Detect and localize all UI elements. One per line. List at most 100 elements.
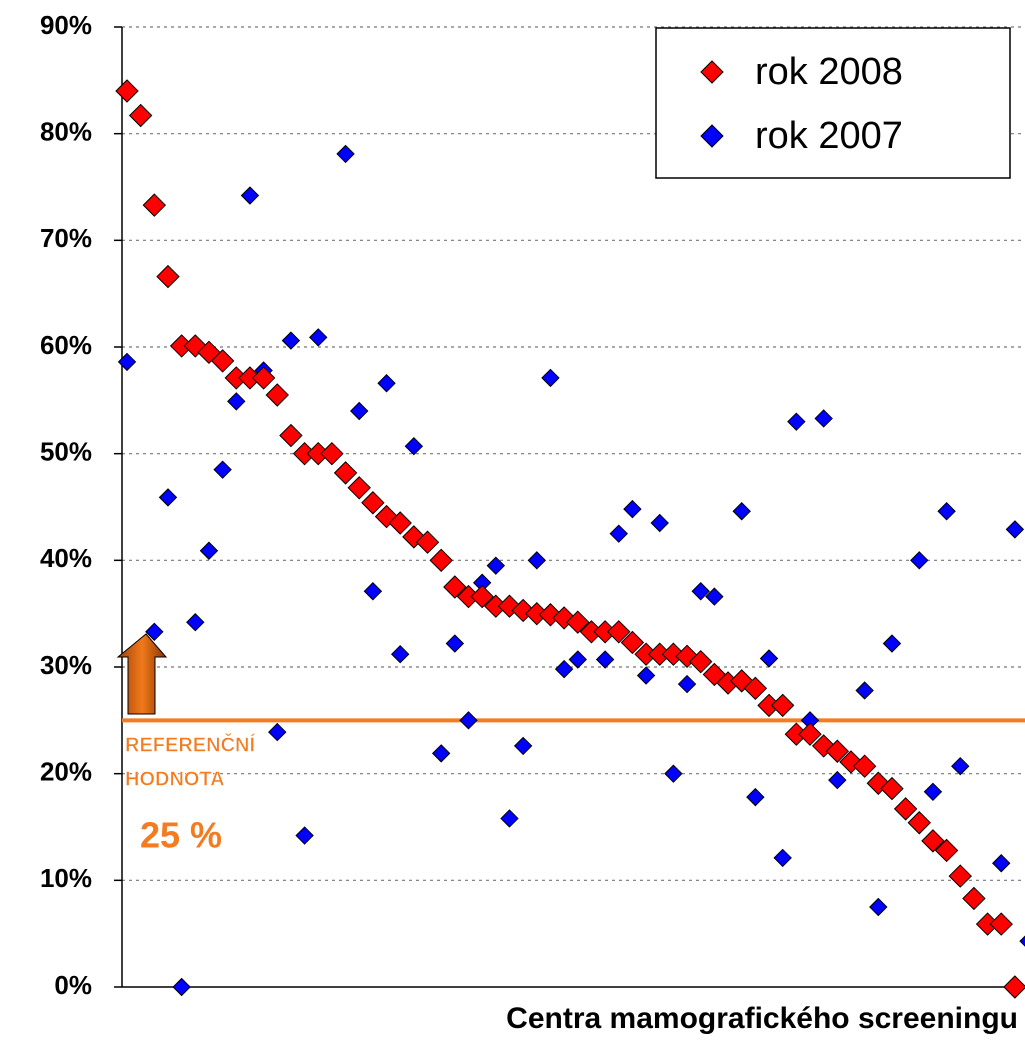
y-tick-label: 0% (54, 970, 92, 1000)
point (486, 556, 506, 575)
point (910, 551, 929, 570)
point (689, 649, 713, 674)
point (511, 598, 535, 623)
legend: rok 2008 rok 2007 (700, 51, 903, 157)
point (210, 349, 235, 373)
point (705, 587, 724, 606)
point (350, 401, 369, 421)
point (1019, 935, 1025, 947)
point (333, 461, 358, 485)
point (664, 764, 683, 783)
legend-label: rok 2008 (755, 51, 903, 93)
point (172, 977, 191, 997)
point (732, 502, 751, 521)
y-tick-label: 60% (40, 330, 92, 360)
marks (115, 79, 1025, 999)
point (620, 630, 645, 655)
reference-arrow (116, 633, 168, 715)
point (227, 392, 246, 411)
legend-box (655, 27, 1011, 179)
point (513, 736, 533, 756)
point (459, 711, 478, 730)
point (142, 193, 167, 217)
point (636, 666, 656, 685)
point (882, 634, 902, 653)
point (541, 368, 560, 388)
point (388, 511, 412, 535)
point (759, 649, 779, 668)
point (773, 848, 792, 868)
point (117, 352, 137, 372)
point (825, 739, 850, 763)
point (568, 650, 587, 669)
reference: REFERENČNÍ HODNOTA 25 % (122, 718, 1025, 856)
point (934, 838, 959, 863)
point (650, 513, 669, 533)
point (145, 622, 164, 642)
point (691, 582, 710, 601)
point (158, 488, 178, 507)
legend-marker (700, 60, 724, 84)
point (445, 634, 465, 653)
y-tick-label: 40% (40, 543, 92, 573)
point (852, 754, 877, 778)
point (240, 186, 260, 205)
point (951, 756, 970, 776)
point (609, 524, 628, 543)
point (923, 782, 943, 802)
y-tick-label: 20% (40, 757, 92, 787)
point (702, 662, 727, 687)
point (595, 650, 615, 669)
legend-label: rok 2007 (755, 115, 903, 157)
point (866, 771, 891, 795)
point (268, 722, 287, 742)
point (377, 374, 396, 393)
point (295, 826, 314, 845)
point (186, 612, 205, 632)
point (907, 811, 931, 835)
y-tick-label: 50% (40, 437, 92, 467)
point (156, 264, 180, 289)
y-tick-label: 90% (40, 10, 92, 40)
point (415, 530, 440, 554)
point (921, 829, 945, 853)
point (880, 776, 904, 801)
point (992, 854, 1011, 873)
point (1003, 975, 1025, 999)
point (893, 797, 918, 821)
point (746, 787, 765, 807)
y-tick-label: 10% (40, 863, 92, 893)
point (937, 502, 956, 521)
point (1005, 520, 1025, 539)
point (869, 897, 888, 917)
point (363, 582, 383, 601)
y-tick-label: 70% (40, 223, 92, 253)
point (607, 620, 631, 644)
point (798, 722, 822, 746)
point (500, 809, 519, 828)
point (855, 681, 874, 700)
reference-value: 25 % (140, 815, 222, 856)
reference-label: HODNOTA (125, 768, 225, 790)
point (677, 674, 697, 694)
point (361, 491, 385, 515)
point (554, 659, 574, 679)
point (527, 551, 547, 570)
point (128, 103, 153, 128)
point (429, 548, 453, 573)
point (404, 436, 424, 456)
reference-label: REFERENČNÍ (125, 732, 255, 756)
point (431, 744, 451, 763)
point (320, 441, 344, 466)
y-tick-label: 80% (40, 117, 92, 147)
point (402, 525, 426, 549)
point (115, 79, 139, 103)
grid: 0% 10% 20% 30% 40% 50% 60% 70% 80% 90% (40, 10, 1025, 1000)
point (336, 144, 355, 164)
point (566, 610, 590, 634)
x-axis-label: Centra mamografického screeningu (506, 1002, 1018, 1035)
point (470, 584, 494, 609)
point (279, 423, 303, 448)
